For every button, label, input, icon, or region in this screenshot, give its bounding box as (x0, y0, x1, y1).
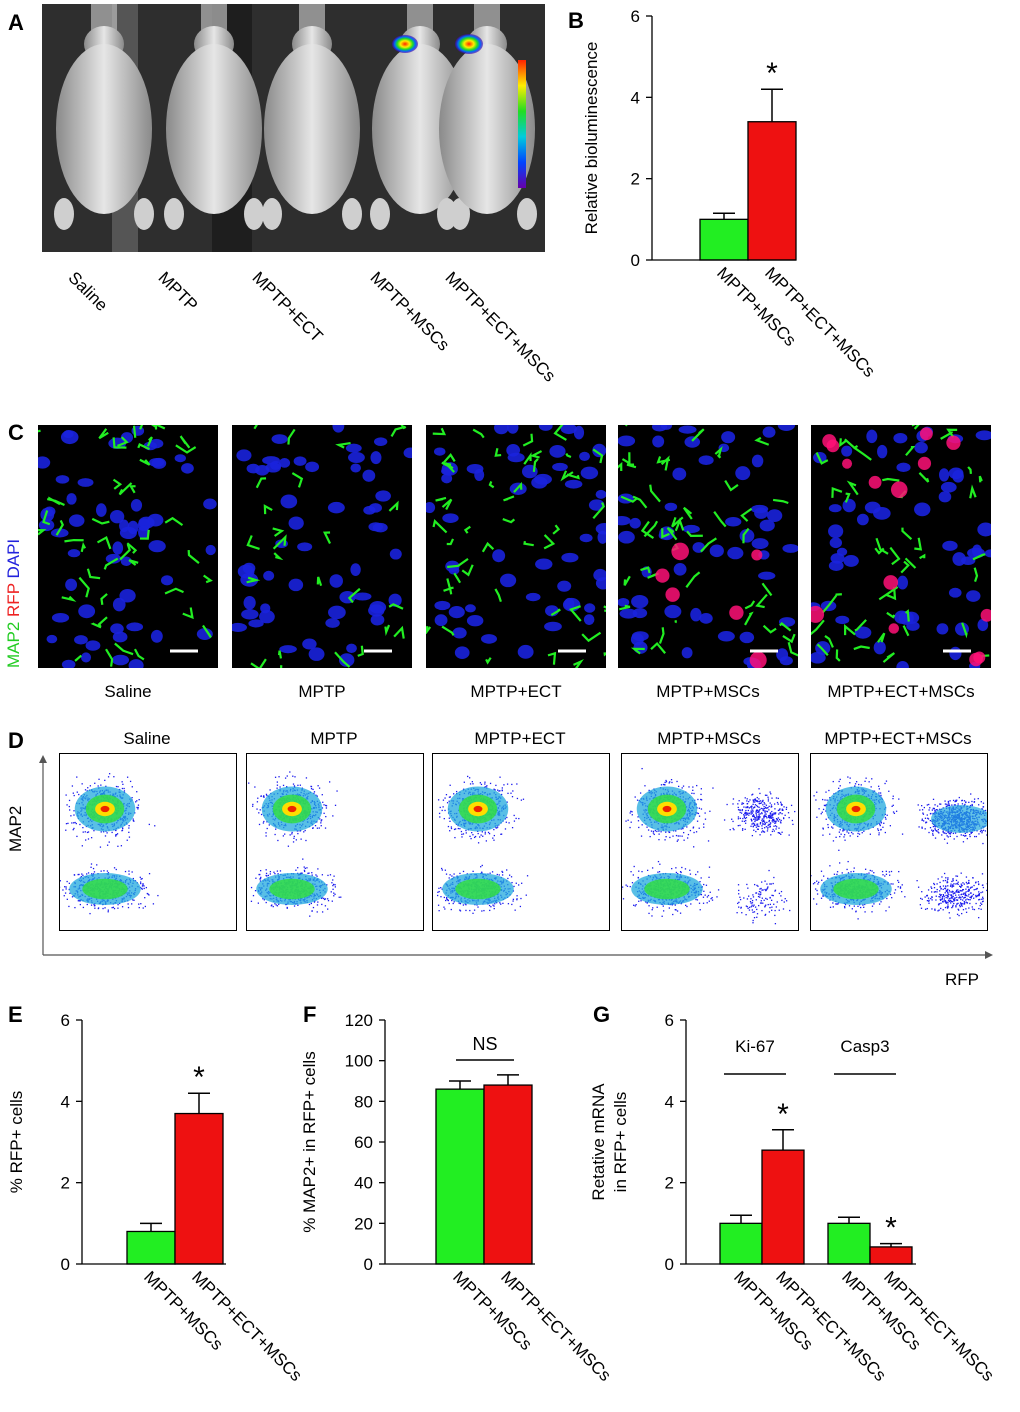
panel-e-letter: E (8, 1002, 23, 1027)
group-label-ki-67: Ki-67 (735, 1037, 775, 1056)
mouse-imaging-svg (42, 4, 545, 252)
y-tick-label: 0 (665, 1255, 674, 1274)
y-tick-label: 0 (631, 251, 640, 270)
panel-c-letter: C (8, 420, 24, 445)
panel-b-letter: B (568, 8, 584, 33)
y-axis: 0 20 40 60 80 100 120 (345, 1011, 386, 1274)
flow-axes (39, 755, 993, 959)
flow-plot-saline (59, 753, 237, 931)
bar-mptp-mscs (435, 1088, 485, 1265)
mouse-imaging-photo (42, 4, 545, 252)
y-axis-label: % MAP2+ in RFP+ cells (300, 1051, 319, 1232)
micrograph-caption-mptp-ect: MPTP+ECT (470, 682, 562, 701)
bar-mptp-ect-mscs (174, 1112, 224, 1265)
y-tick-label: 2 (665, 1174, 674, 1193)
mouse-mptp-ect (262, 4, 362, 230)
flow-title-mptp-mscs: MPTP+MSCs (657, 729, 761, 748)
bar-mptp-mscs (719, 1222, 763, 1265)
panel-f-letter: F (303, 1002, 317, 1027)
bar-mptp-mscs (827, 1222, 871, 1265)
flow-title-mptp-ect: MPTP+ECT (474, 729, 566, 748)
y-tick-label: 4 (665, 1092, 674, 1111)
y-axis-label: Relative bioluminescence (582, 42, 601, 235)
micrograph-mptp-ect-mscs (811, 425, 991, 668)
mouse-mptp (164, 4, 264, 230)
panel-a-letter: A (8, 10, 24, 35)
y-tick-label: 4 (631, 88, 640, 107)
flow-plot-mptp-mscs (621, 753, 799, 931)
y-tick-label: 6 (665, 1011, 674, 1030)
significance-star: * (193, 1061, 205, 1094)
significance-star: * (766, 57, 778, 90)
bioluminescence-signal-msc (392, 35, 418, 53)
flow-x-axis-label: RFP (945, 970, 979, 989)
micrograph-mptp-mscs (618, 425, 798, 668)
micrograph-caption-mptp: MPTP (298, 682, 346, 701)
significance-star: * (885, 1212, 897, 1245)
y-axis: 0 2 4 6 (61, 1011, 83, 1274)
panel-a-label-mptp-ect: MPTP+ECT (248, 268, 327, 346)
y-tick-label: 60 (354, 1133, 373, 1152)
y-tick-label: 0 (364, 1255, 373, 1274)
micrograph-caption-saline: Saline (104, 682, 152, 701)
bar-mptp-ect-mscs (869, 1246, 913, 1265)
micrograph-caption-mptp-ect-mscs: MPTP+ECT+MSCs (827, 682, 975, 701)
y-tick-label: 120 (345, 1011, 373, 1030)
micrograph-caption-mptp-mscs: MPTP+MSCs (656, 682, 760, 701)
flow-plot-mptp (246, 753, 424, 931)
flow-plot-mptp-ect (432, 753, 610, 931)
flow-title-saline: Saline (123, 729, 171, 748)
ns-label: NS (472, 1034, 497, 1054)
bar-mptp-ect-mscs (483, 1084, 533, 1265)
y-tick-label: 4 (61, 1092, 70, 1111)
micrograph-mptp (232, 425, 412, 668)
y-axis-label: % RFP+ cells (7, 1091, 26, 1194)
mouse-mptp-ect-mscs (437, 4, 537, 230)
stain-label-dapi: DAPI (4, 538, 23, 579)
y-tick-label: 2 (631, 170, 640, 189)
bar-mptp-ect-mscs (761, 1149, 805, 1265)
bar-mptp-mscs (699, 218, 749, 261)
y-tick-label: 0 (61, 1255, 70, 1274)
significance-star: * (777, 1098, 789, 1131)
bioluminescence-color-scale (518, 60, 526, 188)
stain-legend: MAP2 RFP DAPI (4, 539, 24, 668)
panel-a-label-mptp-ect-mscs: MPTP+ECT+MSCs (441, 268, 560, 386)
bar-mptp-ect-mscs (747, 121, 797, 261)
y-axis-label: Retative mRNA (589, 1083, 608, 1201)
flow-title-mptp: MPTP (310, 729, 358, 748)
micrograph-saline (38, 425, 218, 668)
flow-y-axis-label: MAP2 (6, 805, 25, 852)
flow-plot-mptp-ect-mscs (810, 753, 988, 931)
panel-a-label-mptp: MPTP (154, 268, 202, 315)
mouse-saline (54, 4, 154, 230)
stain-label-map2: MAP2 (4, 621, 23, 668)
y-tick-label: 6 (61, 1011, 70, 1030)
y-tick-label: 40 (354, 1174, 373, 1193)
panel-g-letter: G (593, 1002, 611, 1027)
y-tick-label: 6 (631, 7, 640, 26)
y-tick-label: 80 (354, 1092, 373, 1111)
y-axis: 0 2 4 6 (665, 1011, 687, 1274)
panel-a-label-saline: Saline (64, 268, 112, 315)
y-tick-label: 20 (354, 1214, 373, 1233)
stain-label-rfp: RFP (4, 583, 23, 617)
micrograph-mptp-ect (426, 425, 606, 668)
flow-title-mptp-ect-mscs: MPTP+ECT+MSCs (824, 729, 972, 748)
group-label-casp3: Casp3 (840, 1037, 889, 1056)
panel-d-letter: D (8, 728, 24, 753)
y-tick-label: 100 (345, 1052, 373, 1071)
y-axis-label: in RFP+ cells (611, 1092, 630, 1193)
y-axis: 0 2 4 6 (631, 7, 653, 270)
bioluminescence-signal-ect-msc (455, 34, 483, 54)
bar-mptp-mscs (126, 1230, 176, 1265)
y-tick-label: 2 (61, 1174, 70, 1193)
